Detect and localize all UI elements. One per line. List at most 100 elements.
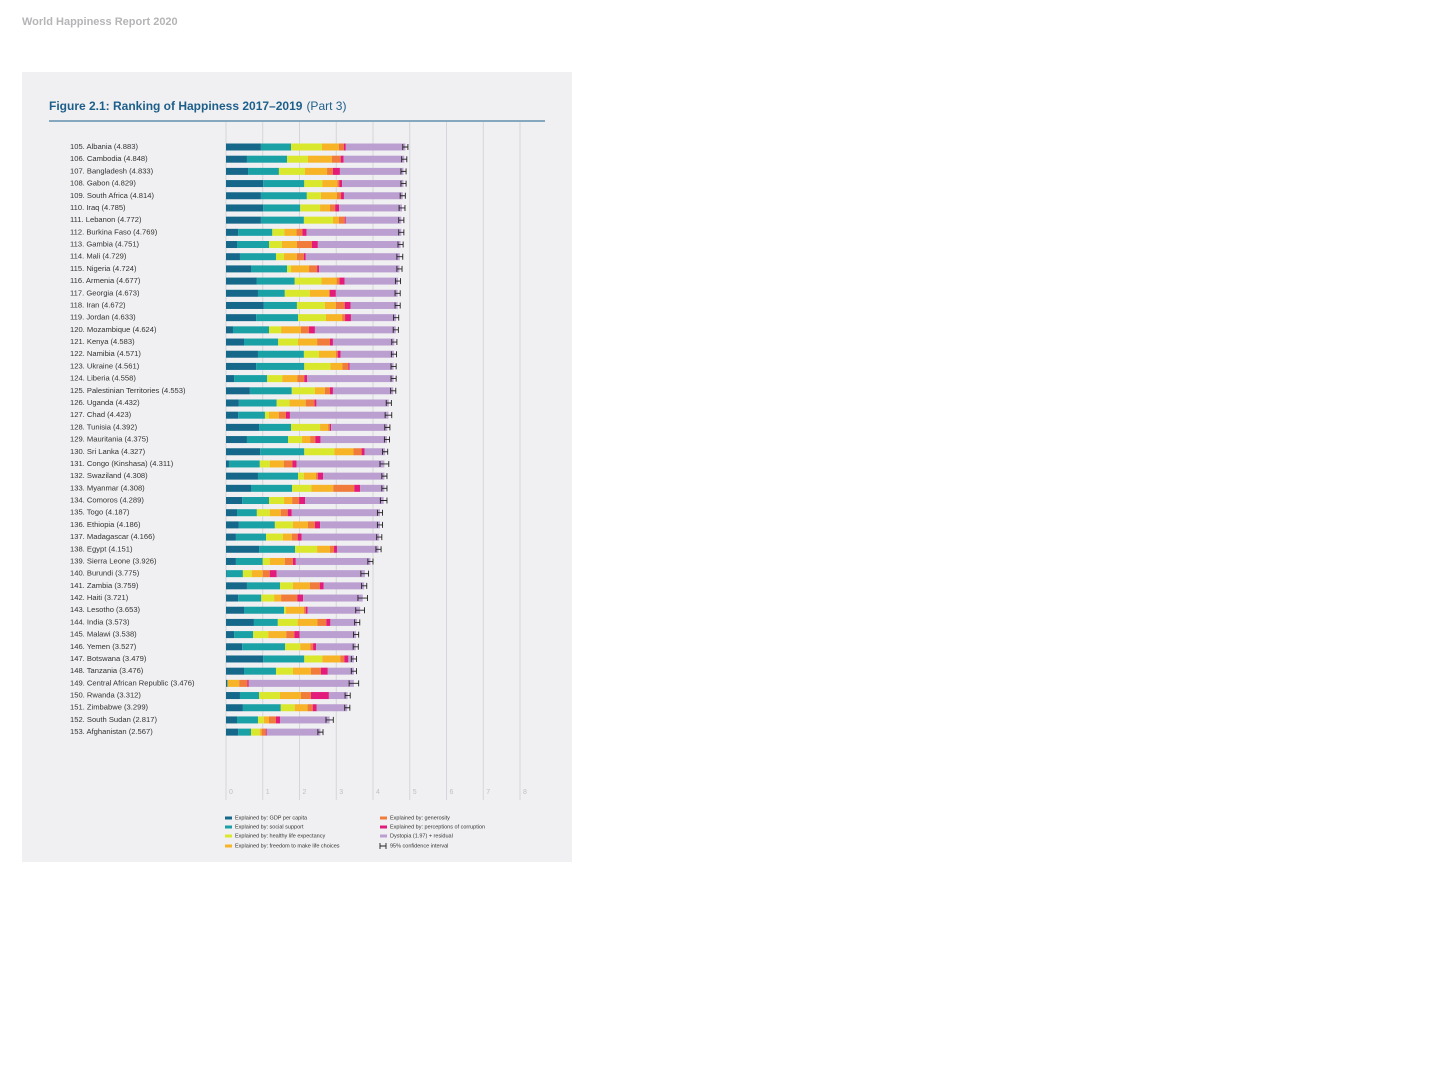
bar-segment bbox=[298, 339, 317, 346]
bar-segment bbox=[333, 387, 393, 394]
bar-segment bbox=[226, 716, 237, 723]
country-label: 108. Gabon (4.829) bbox=[70, 179, 136, 188]
bar-segment bbox=[315, 436, 320, 443]
bar-segment bbox=[304, 607, 306, 614]
bar-segment bbox=[331, 424, 387, 431]
bar-segment bbox=[333, 168, 340, 175]
bar-segment bbox=[258, 290, 285, 297]
bar-segment bbox=[348, 363, 349, 370]
bar-segment bbox=[297, 375, 304, 382]
bar-segment bbox=[293, 521, 308, 528]
bar-segment bbox=[311, 668, 321, 675]
bar-segment bbox=[319, 351, 336, 358]
bar-segment bbox=[282, 375, 297, 382]
bar-segment bbox=[256, 363, 304, 370]
country-label: 150. Rwanda (3.312) bbox=[70, 691, 141, 700]
bar-segment bbox=[226, 253, 240, 260]
bar-segment bbox=[312, 241, 318, 248]
bar-segment bbox=[328, 424, 330, 431]
bar-segment bbox=[297, 241, 312, 248]
bar-segment bbox=[284, 460, 293, 467]
bar-segment bbox=[293, 668, 311, 675]
country-label: 137. Madagascar (4.166) bbox=[70, 532, 155, 541]
bar-segment bbox=[298, 619, 318, 626]
bar-segment bbox=[226, 473, 258, 480]
bar-segment bbox=[306, 253, 400, 260]
bar-segment bbox=[323, 473, 384, 480]
bar-segment bbox=[321, 668, 328, 675]
bar-segment bbox=[239, 399, 277, 406]
bar-segment bbox=[226, 326, 233, 333]
country-label: 145. Malawi (3.538) bbox=[70, 630, 137, 639]
bar-segment bbox=[261, 192, 307, 199]
bar-segment bbox=[293, 558, 296, 565]
bar-segment bbox=[320, 424, 328, 431]
bar-segment bbox=[341, 192, 344, 199]
country-label: 149. Central African Republic (3.476) bbox=[70, 678, 195, 687]
bar-segment bbox=[252, 570, 263, 577]
country-label: 107. Bangladesh (4.833) bbox=[70, 166, 154, 175]
bar-segment bbox=[302, 229, 306, 236]
bar-segment bbox=[290, 412, 388, 419]
bar-segment bbox=[243, 570, 252, 577]
x-tick-label: 6 bbox=[450, 789, 454, 796]
bar-segment bbox=[227, 570, 243, 577]
bar-segment bbox=[226, 704, 243, 711]
bar-segment bbox=[302, 436, 310, 443]
bar-segment bbox=[226, 729, 238, 736]
legend-label: Explained by: GDP per capita bbox=[235, 815, 308, 821]
bar-segment bbox=[307, 192, 321, 199]
bar-segment bbox=[226, 351, 258, 358]
bar-segment bbox=[260, 729, 262, 736]
country-label: 128. Tunisia (4.392) bbox=[70, 422, 138, 431]
legend-swatch bbox=[225, 845, 232, 848]
bar-segment bbox=[248, 168, 279, 175]
bar-segment bbox=[287, 156, 308, 163]
bar-segment bbox=[334, 448, 353, 455]
country-label: 153. Afghanistan (2.567) bbox=[70, 727, 153, 736]
bar-segment bbox=[239, 680, 247, 687]
bar-segment bbox=[272, 229, 284, 236]
bar-segment bbox=[257, 509, 270, 516]
bar-segment bbox=[226, 546, 259, 553]
bar-segment bbox=[300, 643, 310, 650]
bar-segment bbox=[276, 668, 293, 675]
bar-segment bbox=[226, 229, 238, 236]
country-label: 131. Congo (Kinshasa) (4.311) bbox=[70, 459, 174, 468]
bar-segment bbox=[328, 668, 354, 675]
bar-segment bbox=[304, 363, 330, 370]
country-label: 118. Iran (4.672) bbox=[70, 300, 126, 309]
bar-segment bbox=[284, 497, 292, 504]
bar-segment bbox=[263, 558, 270, 565]
bar-segment bbox=[226, 448, 260, 455]
country-label: 139. Sierra Leone (3.926) bbox=[70, 556, 157, 565]
bar-segment bbox=[267, 729, 321, 736]
bar-segment bbox=[304, 351, 319, 358]
bar-segment bbox=[251, 485, 292, 492]
bar-segment bbox=[297, 460, 385, 467]
bar-segment bbox=[247, 436, 288, 443]
bar-segment bbox=[307, 375, 393, 382]
bar-segment bbox=[279, 168, 305, 175]
bar-segment bbox=[322, 144, 339, 151]
bar-segment bbox=[258, 716, 264, 723]
bar-segment bbox=[295, 546, 317, 553]
bar-segment bbox=[302, 534, 380, 541]
bar-segment bbox=[261, 144, 291, 151]
bar-segment bbox=[297, 302, 325, 309]
x-tick-label: 3 bbox=[339, 789, 343, 796]
bar-segment bbox=[269, 412, 279, 419]
bar-segment bbox=[330, 387, 333, 394]
legend-swatch bbox=[225, 817, 232, 820]
bar-segment bbox=[304, 217, 333, 224]
bar-segment bbox=[256, 314, 298, 321]
bar-segment bbox=[237, 716, 258, 723]
bar-segment bbox=[293, 582, 310, 589]
bar-segment bbox=[264, 716, 269, 723]
bar-segment bbox=[269, 716, 276, 723]
bar-segment bbox=[279, 412, 286, 419]
bar-segment bbox=[319, 265, 399, 272]
country-label: 129. Mauritania (4.375) bbox=[70, 435, 149, 444]
country-label: 120. Mozambique (4.624) bbox=[70, 325, 157, 334]
